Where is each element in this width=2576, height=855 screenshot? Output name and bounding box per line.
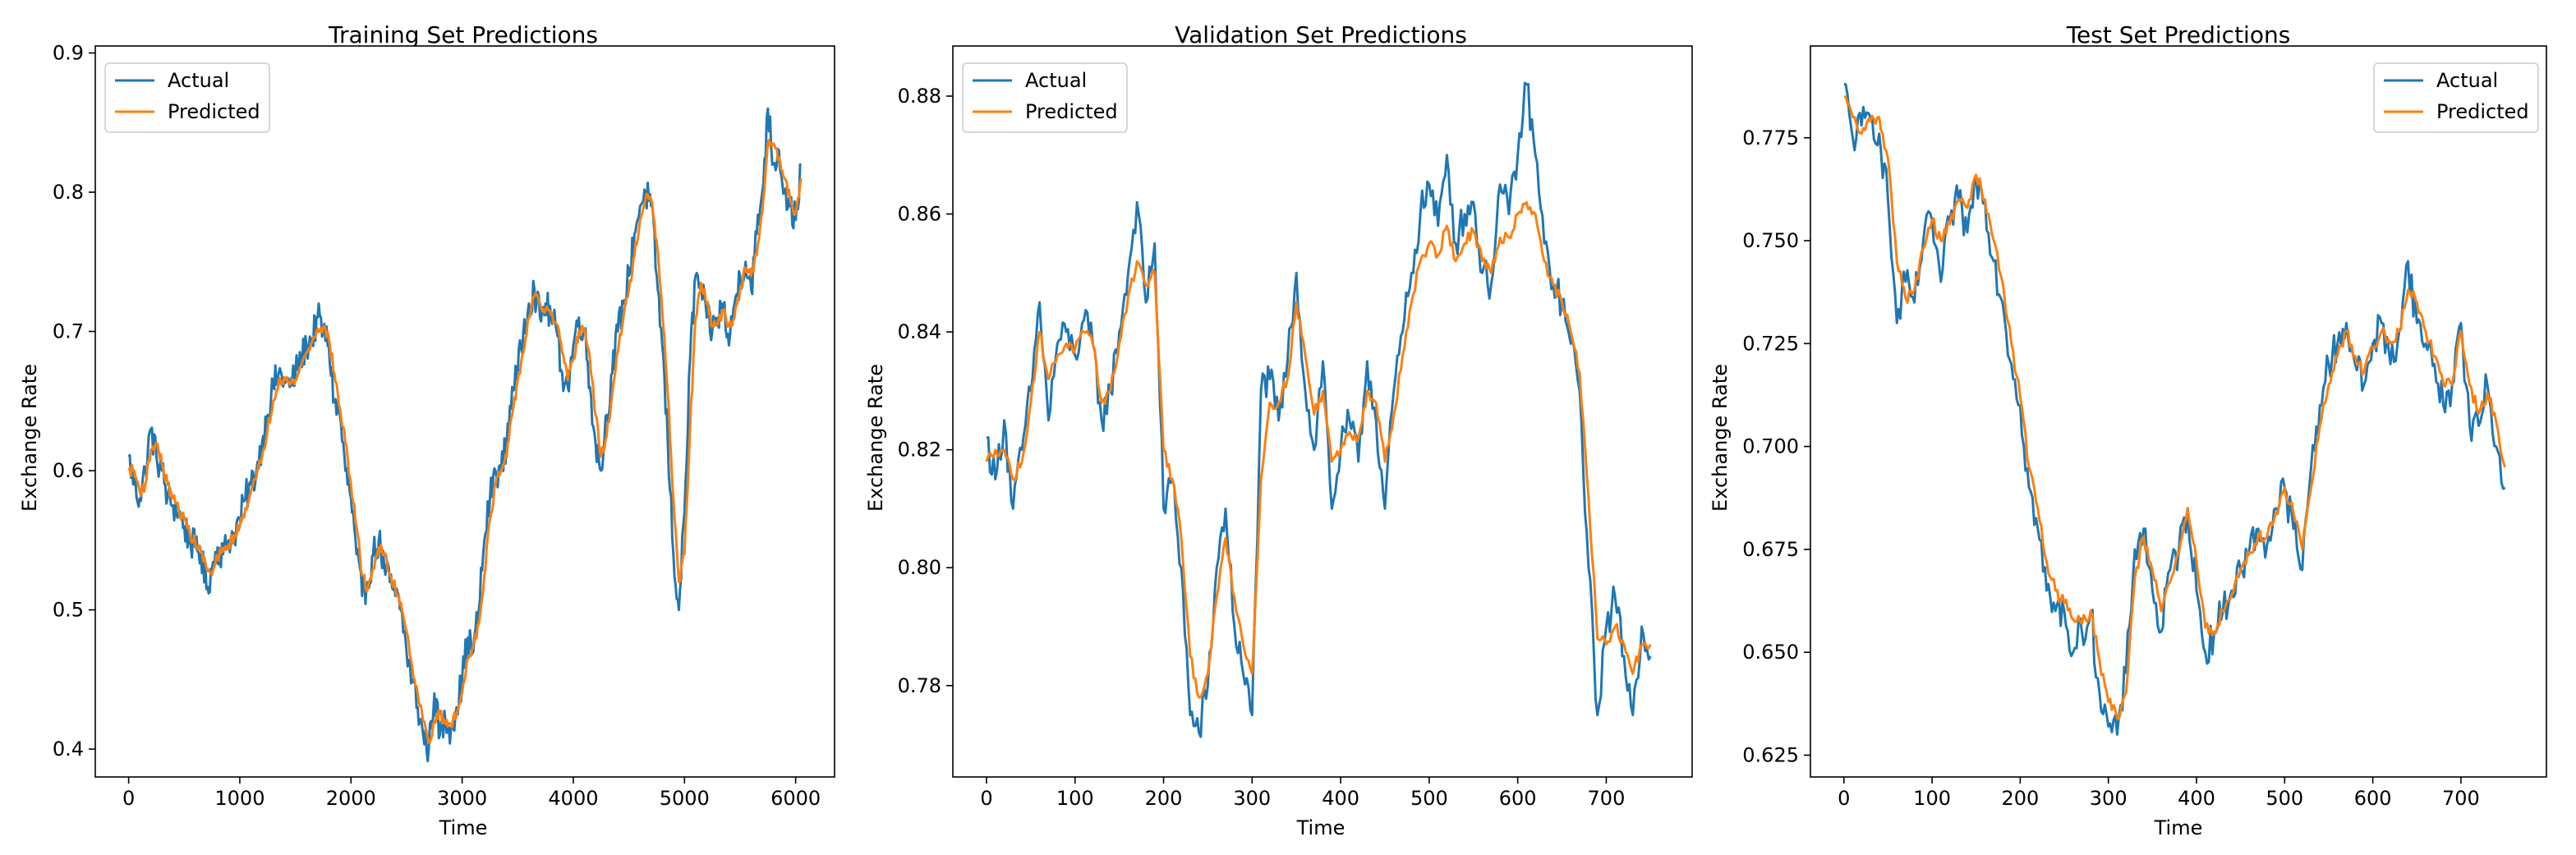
y-tick-label: 0.725 — [1742, 332, 1799, 355]
y-tick-label: 0.9 — [53, 41, 84, 64]
x-axis-label: Time — [439, 816, 488, 839]
predicted-line — [985, 200, 1652, 699]
x-tick-label: 600 — [2354, 787, 2392, 810]
predicted-line — [127, 138, 803, 744]
y-tick-label: 0.78 — [898, 674, 941, 697]
y-tick-label: 0.750 — [1742, 229, 1799, 252]
y-tick-label: 0.82 — [898, 439, 941, 462]
y-tick-label: 0.84 — [898, 320, 941, 343]
x-tick-label: 2000 — [326, 787, 376, 810]
legend-label-actual: Actual — [1025, 69, 1087, 92]
axes-frame — [94, 45, 835, 778]
validation-chart: Validation Set Predictions Time Exchange… — [864, 21, 1693, 839]
y-tick-label: 0.700 — [1742, 435, 1799, 458]
y-axis-label: Exchange Rate — [1709, 364, 1732, 512]
x-tick-label: 3000 — [437, 787, 487, 810]
y-tick-label: 0.775 — [1742, 126, 1799, 149]
x-tick-label: 1000 — [214, 787, 264, 810]
y-axis-label: Exchange Rate — [18, 364, 41, 512]
plot-area — [953, 46, 1692, 777]
y-tick-label: 0.675 — [1742, 538, 1799, 561]
chart-title: Validation Set Predictions — [1175, 21, 1467, 48]
predicted-line — [1843, 95, 2507, 721]
x-tick-label: 300 — [1233, 787, 1271, 810]
training-chart: Training Set Predictions Time Exchange R… — [18, 21, 835, 839]
x-tick-label: 100 — [1056, 787, 1094, 810]
y-tick-label: 0.8 — [53, 181, 84, 204]
x-tick-label: 4000 — [548, 787, 598, 810]
legend-label-actual: Actual — [2436, 69, 2498, 92]
x-tick-label: 5000 — [660, 787, 710, 810]
x-tick-label: 0 — [980, 787, 992, 810]
y-tick-label: 0.7 — [53, 320, 84, 343]
y-tick-label: 0.6 — [53, 459, 84, 482]
legend-label-predicted: Predicted — [1025, 100, 1118, 123]
legend-label-predicted: Predicted — [168, 100, 260, 123]
x-tick-label: 600 — [1499, 787, 1537, 810]
y-tick-label: 0.80 — [898, 556, 941, 579]
legend: Actual Predicted — [104, 62, 270, 133]
legend-label-actual: Actual — [168, 69, 229, 92]
y-tick-label: 0.88 — [898, 85, 941, 108]
x-axis-label: Time — [1296, 816, 1346, 839]
x-tick-label: 400 — [1322, 787, 1359, 810]
legend: Actual Predicted — [2373, 62, 2539, 133]
x-tick-label: 0 — [1838, 787, 1850, 810]
x-tick-label: 200 — [1145, 787, 1183, 810]
axes-frame — [952, 45, 1693, 778]
chart-title: Test Set Predictions — [2066, 21, 2291, 48]
y-tick-label: 0.5 — [53, 599, 84, 622]
chart-title: Training Set Predictions — [328, 21, 598, 48]
x-tick-label: 700 — [1588, 787, 1626, 810]
x-tick-label: 6000 — [770, 787, 821, 810]
y-tick-label: 0.650 — [1742, 641, 1799, 664]
y-tick-label: 0.625 — [1742, 743, 1799, 766]
legend-label-predicted: Predicted — [2436, 100, 2529, 123]
x-tick-label: 0 — [122, 787, 135, 810]
y-tick-label: 0.86 — [898, 203, 941, 226]
x-tick-label: 300 — [2090, 787, 2128, 810]
y-axis-label: Exchange Rate — [864, 364, 887, 512]
x-tick-label: 500 — [1410, 787, 1448, 810]
y-tick-label: 0.4 — [53, 738, 84, 761]
x-tick-label: 200 — [2001, 787, 2039, 810]
x-tick-label: 100 — [1913, 787, 1951, 810]
x-tick-label: 700 — [2442, 787, 2480, 810]
x-axis-label: Time — [2154, 816, 2203, 839]
axes-frame — [1810, 45, 2547, 778]
x-tick-label: 500 — [2266, 787, 2303, 810]
test-chart: Test Set Predictions Time Exchange Rate … — [1709, 21, 2547, 839]
legend: Actual Predicted — [962, 62, 1128, 133]
x-tick-label: 400 — [2178, 787, 2215, 810]
plot-area — [1810, 46, 2546, 777]
